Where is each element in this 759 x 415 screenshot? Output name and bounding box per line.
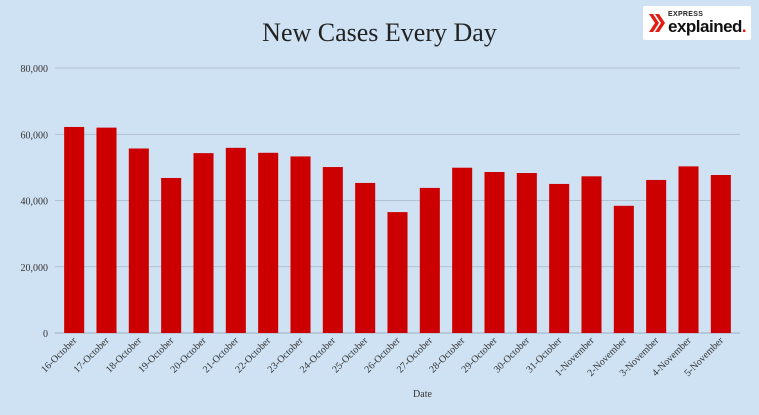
bar	[646, 179, 667, 333]
y-tick-label: 60,000	[21, 130, 49, 141]
bar	[355, 182, 376, 333]
bar	[613, 205, 634, 333]
express-explained-logo: EXPRESS explained.	[643, 6, 751, 40]
bar	[516, 173, 537, 333]
bar	[64, 126, 85, 334]
y-tick-label: 0	[43, 329, 48, 340]
bar	[225, 147, 246, 333]
bar	[419, 187, 440, 333]
logo-main-text: explained.	[668, 17, 747, 36]
express-logo-icon	[649, 14, 665, 32]
y-tick-label: 80,000	[21, 64, 49, 75]
bar	[96, 127, 117, 333]
bar	[484, 172, 505, 333]
bar	[549, 183, 570, 333]
logo-top-text: EXPRESS	[668, 11, 704, 18]
bar	[387, 212, 408, 333]
x-axis-label: Date	[413, 389, 432, 400]
bar	[128, 148, 149, 333]
chart-title: New Cases Every Day	[262, 18, 497, 47]
bar	[322, 167, 343, 333]
bar	[710, 174, 731, 333]
bar	[193, 153, 214, 333]
y-tick-label: 40,000	[21, 197, 49, 208]
bar	[161, 177, 182, 333]
bar	[290, 156, 311, 333]
bar	[678, 166, 699, 333]
bar	[452, 167, 473, 333]
y-tick-label: 20,000	[21, 263, 49, 274]
bar	[581, 176, 602, 333]
bar	[258, 152, 279, 333]
